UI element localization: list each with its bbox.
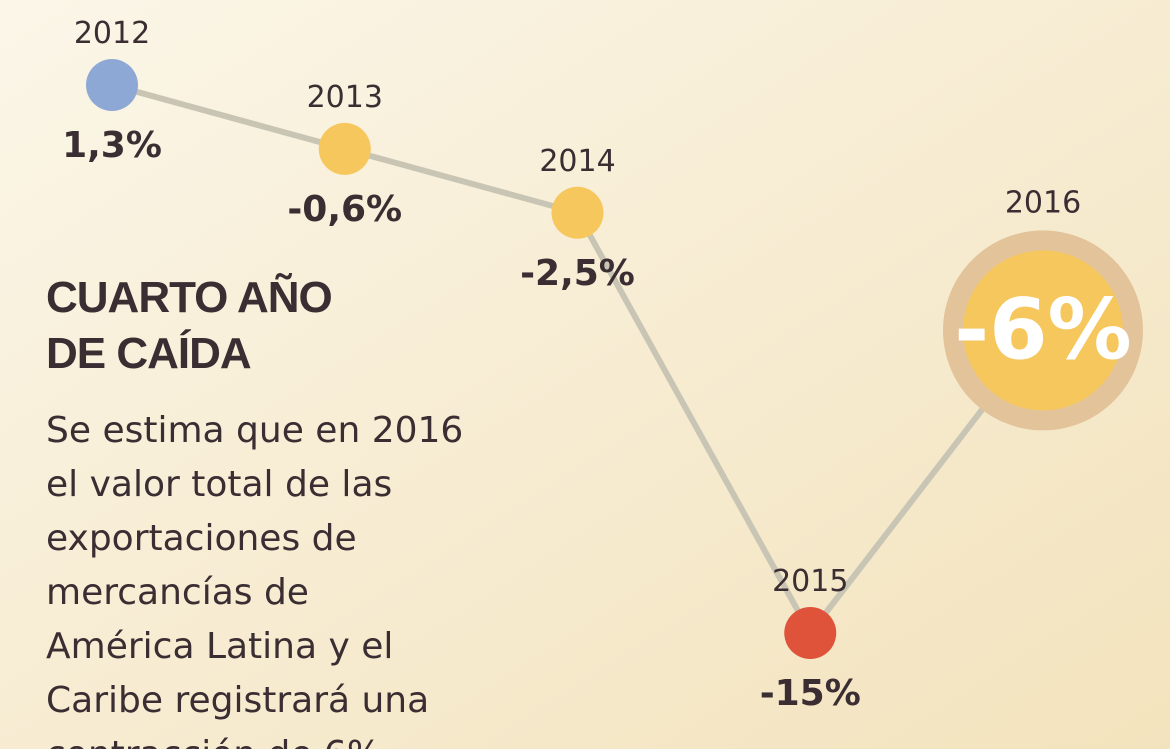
- point: [318, 122, 371, 175]
- year-label: 2012: [74, 16, 150, 51]
- value-label: -0,6%: [287, 189, 402, 230]
- value-label: -2,5%: [520, 253, 635, 294]
- body-text: el valor total de las: [46, 464, 392, 505]
- point: [784, 607, 837, 659]
- value-label: -6%: [954, 280, 1131, 378]
- point: [551, 186, 604, 239]
- body-text: Caribe registrará una: [46, 680, 429, 721]
- year-label: 2016: [1005, 185, 1081, 220]
- point: [963, 250, 1123, 411]
- heading: CUARTO AÑO: [46, 272, 332, 322]
- value-label: -15%: [760, 673, 861, 714]
- heading: DE CAÍDA: [46, 328, 251, 378]
- year-label: 2014: [539, 144, 615, 179]
- year-label: 2015: [772, 564, 848, 599]
- body-text: Se estima que en 2016: [46, 410, 463, 451]
- value-label: 1,3%: [62, 125, 162, 166]
- body-text: contracción de 6%: [46, 734, 381, 749]
- body-text: América Latina y el: [46, 626, 393, 667]
- point: [86, 59, 138, 111]
- year-label: 2013: [307, 80, 383, 115]
- body-text: mercancías de: [46, 572, 309, 613]
- body-text: exportaciones de: [46, 518, 357, 559]
